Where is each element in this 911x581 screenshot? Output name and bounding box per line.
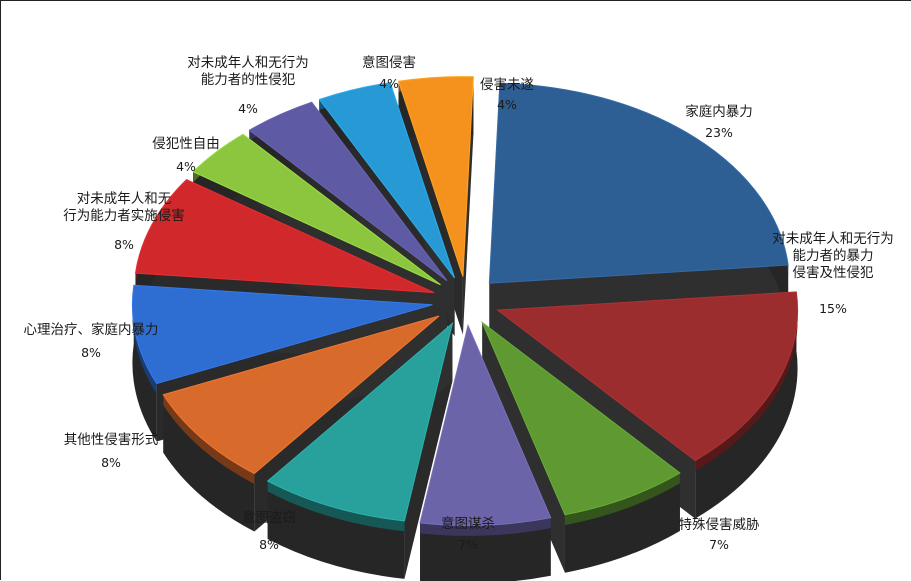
slice-top <box>419 323 552 526</box>
slice-side <box>695 291 798 519</box>
slice-label: 意图谋杀 <box>441 515 495 532</box>
slice-attempted-theft <box>266 322 454 579</box>
slice-top <box>481 320 681 516</box>
label-other-sexual: 其他性侵害形式 8% <box>64 431 159 470</box>
label-sexual-freedom: 侵犯性自由 4% <box>152 135 220 174</box>
slice-percent: 8% <box>114 237 134 252</box>
slice-label: 侵害未遂 <box>480 76 534 93</box>
label-psychotherapy-domestic: 心理治疗、家庭内暴力 8% <box>24 321 159 360</box>
slice-label: 对未成年人和无行为能力者的性侵犯 <box>187 55 309 88</box>
slice-percent: 7% <box>458 537 478 552</box>
slice-rim <box>267 481 405 532</box>
slice-label: 意图盗窃 <box>242 509 296 526</box>
slice-top <box>192 133 441 286</box>
slice-percent: 8% <box>259 537 279 552</box>
slice-percent: 7% <box>709 537 729 552</box>
slice-label: 其他性侵害形式 <box>64 431 159 448</box>
slice-label: 特殊侵害威胁 <box>679 516 760 533</box>
label-minor-infringement: 对未成年人和无行为能力者实施侵害 8% <box>63 191 185 252</box>
slice-top <box>162 315 440 475</box>
slice-top <box>496 291 799 462</box>
label-attempted-infringement: 意图侵害 4% <box>362 54 416 91</box>
label-minor-violence-sexual: 对未成年人和无行为能力者的暴力侵害及性侵犯 15% <box>772 231 894 316</box>
slice-percent: 4% <box>379 76 399 91</box>
slice-label: 对未成年人和无行为能力者实施侵害 <box>63 191 185 224</box>
slice-top <box>131 284 433 385</box>
label-attempted-theft: 意图盗窃 8% <box>242 509 296 552</box>
slice-percent: 8% <box>81 345 101 360</box>
label-minor-sexual-assault: 对未成年人和无行为能力者的性侵犯 4% <box>187 55 309 116</box>
slice-label: 心理治疗、家庭内暴力 <box>24 321 159 338</box>
label-domestic-violence: 家庭内暴力 23% <box>685 103 753 140</box>
label-attempted-harm: 侵害未遂 4% <box>480 76 534 112</box>
slice-top <box>397 76 474 277</box>
slice-top <box>488 82 789 284</box>
slice-top <box>318 82 456 279</box>
slice-attempted-murder <box>419 323 552 581</box>
slice-rim <box>420 517 551 536</box>
slice-percent: 15% <box>819 301 847 316</box>
label-special-threat: 特殊侵害威胁 7% <box>679 516 760 552</box>
slice-percent: 23% <box>705 125 733 140</box>
slice-label: 对未成年人和无行为能力者的暴力侵害及性侵犯 <box>772 231 894 281</box>
label-attempted-murder: 意图谋杀 7% <box>441 515 495 552</box>
slice-top <box>134 179 435 294</box>
slice-wall <box>462 76 474 335</box>
pie-labels: 家庭内暴力 23% 对未成年人和无行为能力者的暴力侵害及性侵犯 15% 特殊侵害威胁 7%… <box>24 54 894 552</box>
slice-top <box>266 322 454 522</box>
pie-slices <box>131 76 799 581</box>
slice-label: 家庭内暴力 <box>685 103 753 120</box>
slice-percent: 8% <box>101 455 121 470</box>
slice-rim <box>163 394 255 484</box>
slice-label: 意图侵害 <box>362 54 416 71</box>
slice-percent: 4% <box>176 159 196 174</box>
slice-label: 侵犯性自由 <box>152 135 220 152</box>
slice-top <box>248 101 448 282</box>
slice-rim <box>564 472 680 526</box>
slice-percent: 4% <box>497 97 517 112</box>
slice-percent: 4% <box>238 101 258 116</box>
slice-rim <box>132 285 157 394</box>
